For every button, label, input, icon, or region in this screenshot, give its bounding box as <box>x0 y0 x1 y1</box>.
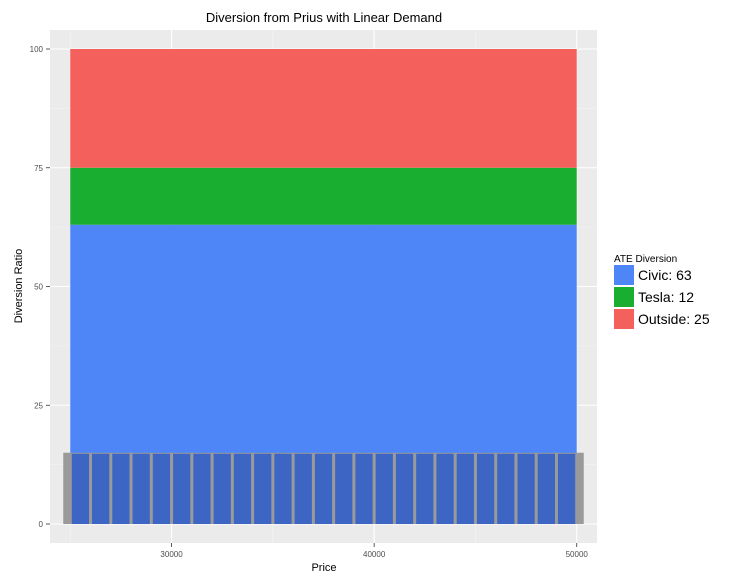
legend-label: Outside: 25 <box>638 311 710 327</box>
rug-bar <box>436 453 454 524</box>
rug-bar <box>173 453 191 524</box>
rug-bar <box>213 453 231 524</box>
legend-title: ATE Diversion <box>614 254 677 265</box>
legend-key-outside <box>614 309 634 329</box>
rug-bar <box>517 453 535 524</box>
rug-bar <box>456 453 474 524</box>
legend-label: Civic: 63 <box>638 267 692 283</box>
rug-bar <box>416 453 434 524</box>
y-tick-label: 0 <box>39 520 44 529</box>
area-civic <box>70 224 577 524</box>
rug-bar <box>152 453 171 524</box>
chart-title: Diversion from Prius with Linear Demand <box>206 10 442 25</box>
legend-key-tesla <box>614 287 634 307</box>
rug-bar <box>537 453 555 524</box>
x-tick-label: 50000 <box>566 550 589 559</box>
legend-label: Tesla: 12 <box>638 289 694 305</box>
rug-bar <box>395 453 414 524</box>
y-tick-label: 25 <box>34 401 43 410</box>
rug-bar <box>375 453 393 524</box>
y-tick-label: 75 <box>34 164 43 173</box>
rug-bar <box>233 453 252 524</box>
rug-bar <box>71 453 90 524</box>
rug-bar <box>557 453 576 524</box>
y-axis-title: Diversion Ratio <box>13 249 25 324</box>
area-tesla <box>70 167 577 225</box>
rug-bar <box>132 453 150 524</box>
rug-bar <box>274 453 292 524</box>
rug-bar <box>476 453 495 524</box>
x-axis-title: Price <box>311 562 336 574</box>
y-axis: 0 25 50 75 100 <box>30 45 50 529</box>
rug-bar <box>497 453 515 524</box>
y-tick-label: 100 <box>30 45 44 54</box>
x-tick-label: 30000 <box>160 550 183 559</box>
rug-bar <box>193 453 211 524</box>
rug-bar <box>92 453 110 524</box>
rug-bar <box>355 453 373 524</box>
price-rug <box>63 452 584 524</box>
legend: ATE Diversion Civic: 63 Tesla: 12 Outside:… <box>614 254 710 329</box>
area-outside <box>70 49 577 168</box>
rug-bar <box>112 453 130 524</box>
rug-bar <box>294 453 312 524</box>
y-tick-label: 50 <box>34 283 43 292</box>
rug-bar <box>335 453 353 524</box>
x-tick-label: 40000 <box>363 550 386 559</box>
legend-key-civic <box>614 265 634 285</box>
rug-bar <box>254 453 272 524</box>
rug-bar <box>314 453 333 524</box>
stacked-areas <box>70 49 577 524</box>
x-axis: 30000 40000 50000 <box>160 543 588 559</box>
